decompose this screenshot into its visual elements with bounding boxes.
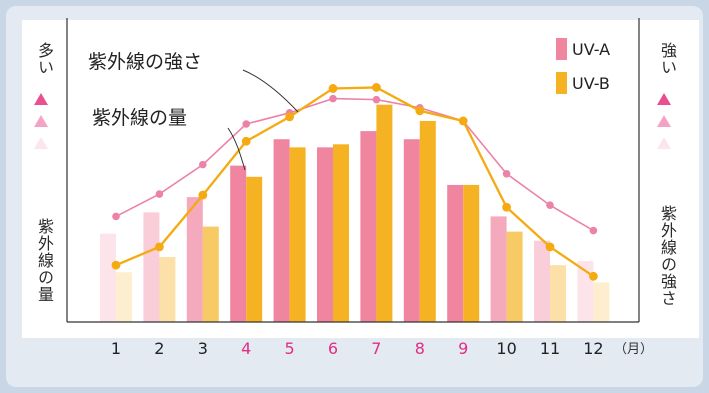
x-tick-3: 3 <box>198 339 208 358</box>
point-strength-11 <box>546 201 554 210</box>
triangle-up-icon <box>34 115 48 127</box>
bar-uvb-4 <box>246 176 263 322</box>
x-tick-5: 5 <box>285 339 295 358</box>
annotation-amount-leader <box>227 127 246 171</box>
x-tick-9: 9 <box>458 339 468 358</box>
bar-uvb-3 <box>202 226 219 322</box>
point-amount-6 <box>328 84 338 93</box>
bar-uvb-10 <box>506 231 523 322</box>
point-amount-1 <box>111 260 121 270</box>
point-amount-5 <box>285 112 294 122</box>
bar-uva-9 <box>447 184 464 322</box>
x-tick-10: 10 <box>496 339 516 358</box>
bar-uva-4 <box>230 165 247 322</box>
bar-uva-3 <box>186 197 203 322</box>
bar-uvb-9 <box>463 184 480 322</box>
bar-uva-6 <box>317 147 333 322</box>
point-amount-8 <box>415 106 425 116</box>
legend: UV-A UV-B <box>556 38 610 94</box>
x-tick-6: 6 <box>328 339 338 358</box>
bar-uvb-5 <box>289 147 306 322</box>
x-tick-4: 4 <box>241 339 251 358</box>
x-tick-2: 2 <box>154 339 164 358</box>
point-strength-6 <box>329 94 337 103</box>
x-tick-labels: 1 2 3 4 5 6 7 8 9 10 11 12 <box>111 339 604 358</box>
point-amount-4 <box>241 136 251 146</box>
lines-layer <box>111 83 598 281</box>
bar-uva-7 <box>360 131 377 322</box>
left-axis-triangles <box>34 93 48 149</box>
point-strength-12 <box>589 226 598 235</box>
bar-uva-1 <box>100 233 116 322</box>
annotation-strength: 紫外線の強さ <box>88 51 202 73</box>
point-amount-7 <box>372 83 381 92</box>
legend-swatch-uvb <box>556 72 567 94</box>
bar-uva-10 <box>490 216 507 322</box>
point-amount-9 <box>458 116 468 126</box>
bar-uvb-8 <box>419 120 436 322</box>
point-strength-1 <box>112 212 120 221</box>
bar-uvb-6 <box>333 144 349 322</box>
bar-uva-11 <box>534 240 550 322</box>
x-unit-label: （月） <box>614 342 653 357</box>
right-axis-label: 紫外線の強さ <box>658 205 677 307</box>
legend-swatch-uva <box>556 38 567 60</box>
x-tick-8: 8 <box>415 339 425 358</box>
bar-uva-8 <box>403 139 420 322</box>
bar-uva-2 <box>143 212 160 322</box>
bar-uva-5 <box>273 139 290 322</box>
annotation-amount: 紫外線の量 <box>92 107 187 129</box>
triangle-up-icon <box>34 137 48 149</box>
bar-uvb-12 <box>593 282 610 322</box>
triangle-up-icon <box>34 93 48 105</box>
bar-uvb-2 <box>159 257 176 322</box>
line-strength <box>115 97 594 232</box>
bar-uvb-1 <box>116 272 132 322</box>
triangle-up-icon <box>657 115 671 127</box>
x-tick-7: 7 <box>371 339 381 358</box>
point-amount-3 <box>198 190 208 200</box>
point-strength-2 <box>155 190 164 198</box>
point-amount-12 <box>589 271 598 281</box>
legend-label-uvb: UV-B <box>572 74 610 93</box>
point-amount-2 <box>155 242 164 252</box>
point-strength-3 <box>199 160 207 169</box>
left-axis-top-label: 多い <box>35 42 54 76</box>
x-tick-12: 12 <box>583 339 603 358</box>
triangle-up-icon <box>657 137 671 149</box>
point-strength-7 <box>372 95 381 104</box>
legend-label-uva: UV-A <box>572 40 610 59</box>
bar-uvb-7 <box>376 104 393 322</box>
annotation-strength-leader <box>242 69 299 113</box>
right-axis-triangles <box>657 93 671 149</box>
left-axis-label: 紫外線の量 <box>35 218 54 303</box>
bar-uvb-11 <box>550 265 566 322</box>
x-tick-11: 11 <box>540 339 560 358</box>
point-strength-4 <box>242 120 250 128</box>
point-strength-10 <box>502 169 511 178</box>
triangle-up-icon <box>657 93 671 105</box>
point-amount-11 <box>545 242 555 252</box>
point-amount-10 <box>502 202 511 212</box>
right-axis-top-label: 強い <box>658 42 677 76</box>
bars-layer <box>100 104 610 322</box>
line-amount <box>115 86 595 278</box>
x-tick-1: 1 <box>111 339 121 358</box>
